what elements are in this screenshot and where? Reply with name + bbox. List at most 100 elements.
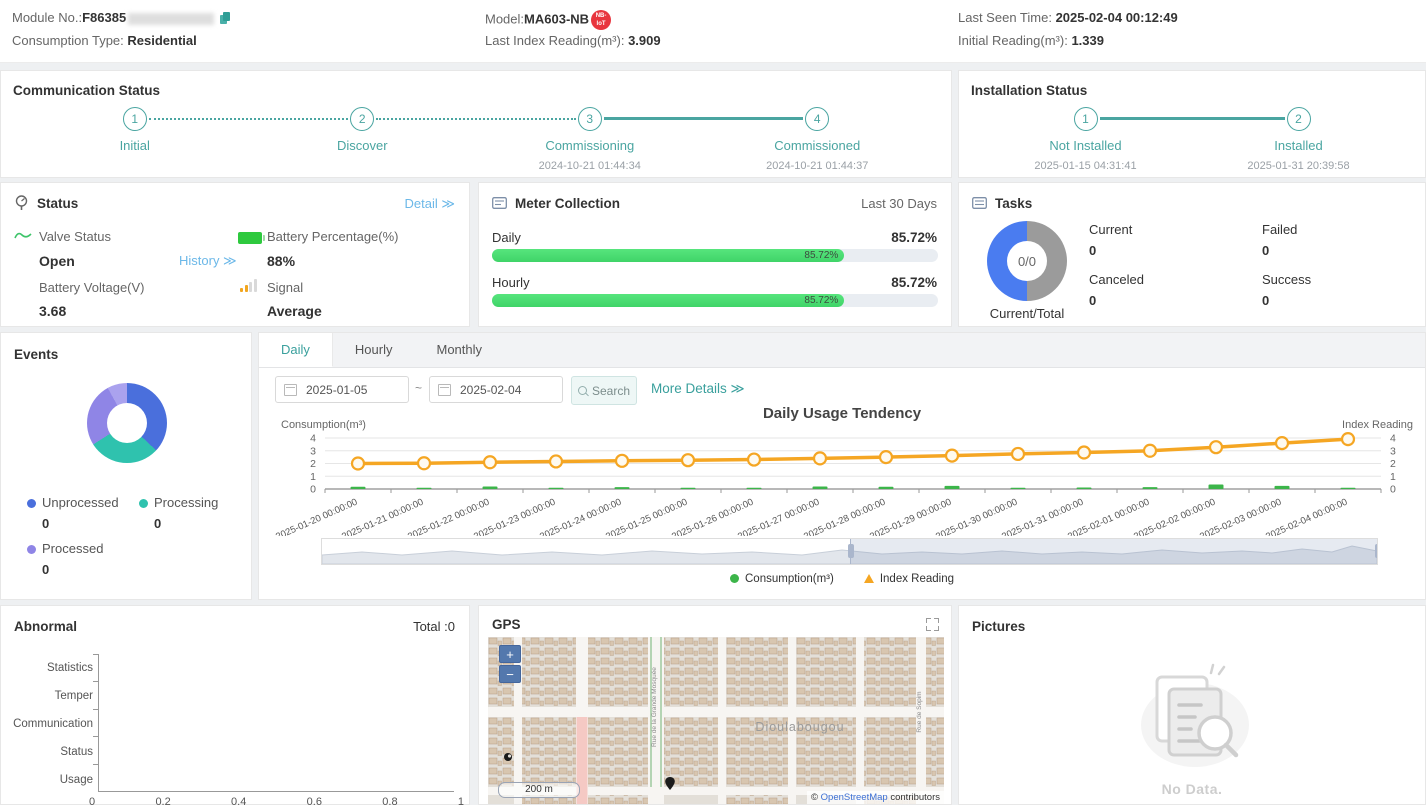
tab-hourly[interactable]: Hourly [333, 333, 415, 367]
step-circle: 4 [805, 107, 829, 131]
last-index-row: Last Index Reading(m³): 3.909 [485, 33, 661, 48]
svg-text:3: 3 [310, 445, 316, 457]
x-tick: 0.2 [155, 796, 170, 805]
map-zoom-out-button[interactable]: − [499, 665, 521, 683]
step-not-installed: 1 Not Installed 2025-01-15 04:31:41 [979, 107, 1192, 172]
axis-tick [93, 736, 98, 737]
events-donut-chart [87, 383, 167, 463]
step-label: Installed [1192, 138, 1405, 153]
step-label: Commissioned [704, 138, 932, 153]
date-to-field[interactable] [429, 376, 563, 403]
step-time: 2024-10-21 01:44:37 [704, 160, 932, 172]
datazoom-slider[interactable] [321, 538, 1378, 565]
date-range-separator: ~ [415, 381, 422, 395]
openstreetmap-link[interactable]: OpenStreetMap [821, 792, 888, 803]
step-label: Not Installed [979, 138, 1192, 153]
legend-consumption[interactable]: Consumption(m³) [730, 573, 834, 585]
axis-tick [93, 709, 98, 710]
calendar-icon [438, 384, 451, 396]
processing-dot-icon [139, 499, 148, 508]
date-from-field[interactable] [275, 376, 409, 403]
last-seen-value: 2025-02-04 00:12:49 [1056, 10, 1178, 25]
status-panel: Status Detail ≫ Valve Status Open Histor… [0, 182, 470, 327]
fullscreen-icon[interactable] [926, 618, 939, 631]
events-panel: Events Unprocessed 0 Processing 0 Proces… [0, 332, 252, 600]
meter-collection-icon [492, 197, 507, 209]
datazoom-selected-window[interactable] [850, 539, 1379, 564]
consumption-type-row: Consumption Type: Residential [12, 33, 197, 48]
search-button[interactable]: Search [571, 376, 637, 405]
events-legend-unprocessed[interactable]: Unprocessed 0 [27, 495, 119, 531]
installation-stepper: 1 Not Installed 2025-01-15 04:31:41 2 In… [979, 107, 1405, 173]
hourly-rate-label: Hourly [492, 275, 530, 290]
date-from-input[interactable] [304, 382, 400, 398]
date-to-input[interactable] [458, 382, 554, 398]
hourly-rate-bar: 85.72% [492, 294, 938, 307]
hourly-rate-bar-fill: 85.72% [492, 294, 844, 307]
daily-rate-bar: 85.72% [492, 249, 938, 262]
battery-pct-value: 88% [267, 253, 295, 269]
events-legend-processing[interactable]: Processing 0 [139, 495, 218, 531]
svg-text:0: 0 [310, 484, 316, 496]
x-tick: 0.4 [231, 796, 246, 805]
usage-chart: 01234012342025-01-20 00:00:002025-01-21 … [263, 430, 1423, 536]
hourly-rate-value: 85.72% [891, 275, 937, 290]
abnormal-category: Usage [9, 774, 93, 786]
x-tick: 0 [89, 796, 95, 805]
abnormal-x-axis [98, 791, 454, 792]
x-tick: 0.8 [382, 796, 397, 805]
valve-status-label: Valve Status [39, 229, 111, 244]
device-summary-header: Module No.:F86385 Consumption Type: Resi… [0, 0, 1426, 63]
no-data-text: No Data. [959, 781, 1425, 797]
tasks-canceled-value: 0 [1089, 293, 1096, 308]
step-commissioned: 4 Commissioned 2024-10-21 01:44:37 [704, 107, 932, 172]
abnormal-title: Abnormal [14, 619, 77, 634]
datazoom-right-handle[interactable] [1375, 544, 1378, 558]
signal-value: Average [267, 303, 322, 319]
events-legend-processed[interactable]: Processed 0 [27, 541, 103, 577]
legend-index-reading[interactable]: Index Reading [864, 573, 954, 585]
more-details-link[interactable]: More Details ≫ [651, 381, 745, 397]
processed-dot-icon [27, 545, 36, 554]
abnormal-total: Total :0 [413, 619, 455, 634]
tasks-canceled-label: Canceled [1089, 272, 1144, 287]
daily-rate-label: Daily [492, 230, 521, 245]
meter-collection-title: Meter Collection [515, 196, 620, 211]
axis-tick [93, 764, 98, 765]
map-scale-bar: 200 m [498, 782, 580, 798]
events-title: Events [14, 347, 58, 362]
installation-status-panel: Installation Status 1 Not Installed 2025… [958, 70, 1426, 178]
tasks-current-label: Current [1089, 222, 1132, 237]
battery-voltage-value: 3.68 [39, 303, 66, 319]
map-zoom-in-button[interactable]: + [499, 645, 521, 663]
valve-icon [14, 230, 32, 241]
tasks-title: Tasks [995, 196, 1032, 211]
valve-status-value: Open [39, 253, 75, 269]
daily-rate-value: 85.72% [891, 230, 937, 245]
last-seen-row: Last Seen Time: 2025-02-04 00:12:49 [958, 10, 1178, 25]
tasks-failed-label: Failed [1262, 222, 1297, 237]
tasks-icon [972, 197, 987, 209]
step-discover: 2 Discover [249, 107, 477, 160]
communication-status-panel: Communication Status 1 Initial 2 Discove… [0, 70, 952, 178]
map[interactable]: Rue de la Grande Mosquée Rue de Sopim Di… [488, 637, 944, 804]
tasks-panel: Tasks 0/0 Current/Total Current 0 Failed… [958, 182, 1426, 327]
events-donut-hole [107, 403, 147, 443]
tab-monthly[interactable]: Monthly [414, 333, 504, 367]
status-detail-link[interactable]: Detail ≫ [405, 196, 455, 212]
tasks-current-value: 0 [1089, 243, 1096, 258]
tab-daily[interactable]: Daily [259, 333, 333, 367]
svg-text:4: 4 [310, 433, 316, 445]
search-icon [578, 386, 587, 395]
axis-tick [93, 681, 98, 682]
usage-chart-title: Daily Usage Tendency [259, 405, 1425, 422]
usage-chart-legend: Consumption(m³) Index Reading [259, 573, 1425, 585]
module-no-value: F86385 [82, 10, 126, 25]
communication-status-title: Communication Status [13, 83, 160, 98]
datazoom-left-handle[interactable] [848, 544, 854, 558]
copy-icon[interactable] [220, 12, 231, 25]
valve-history-link[interactable]: History ≫ [179, 253, 237, 269]
abnormal-category: Status [9, 746, 93, 758]
daily-rate-bar-fill: 85.72% [492, 249, 844, 262]
abnormal-x-ticks: 0 0.2 0.4 0.6 0.8 1 [89, 796, 464, 805]
